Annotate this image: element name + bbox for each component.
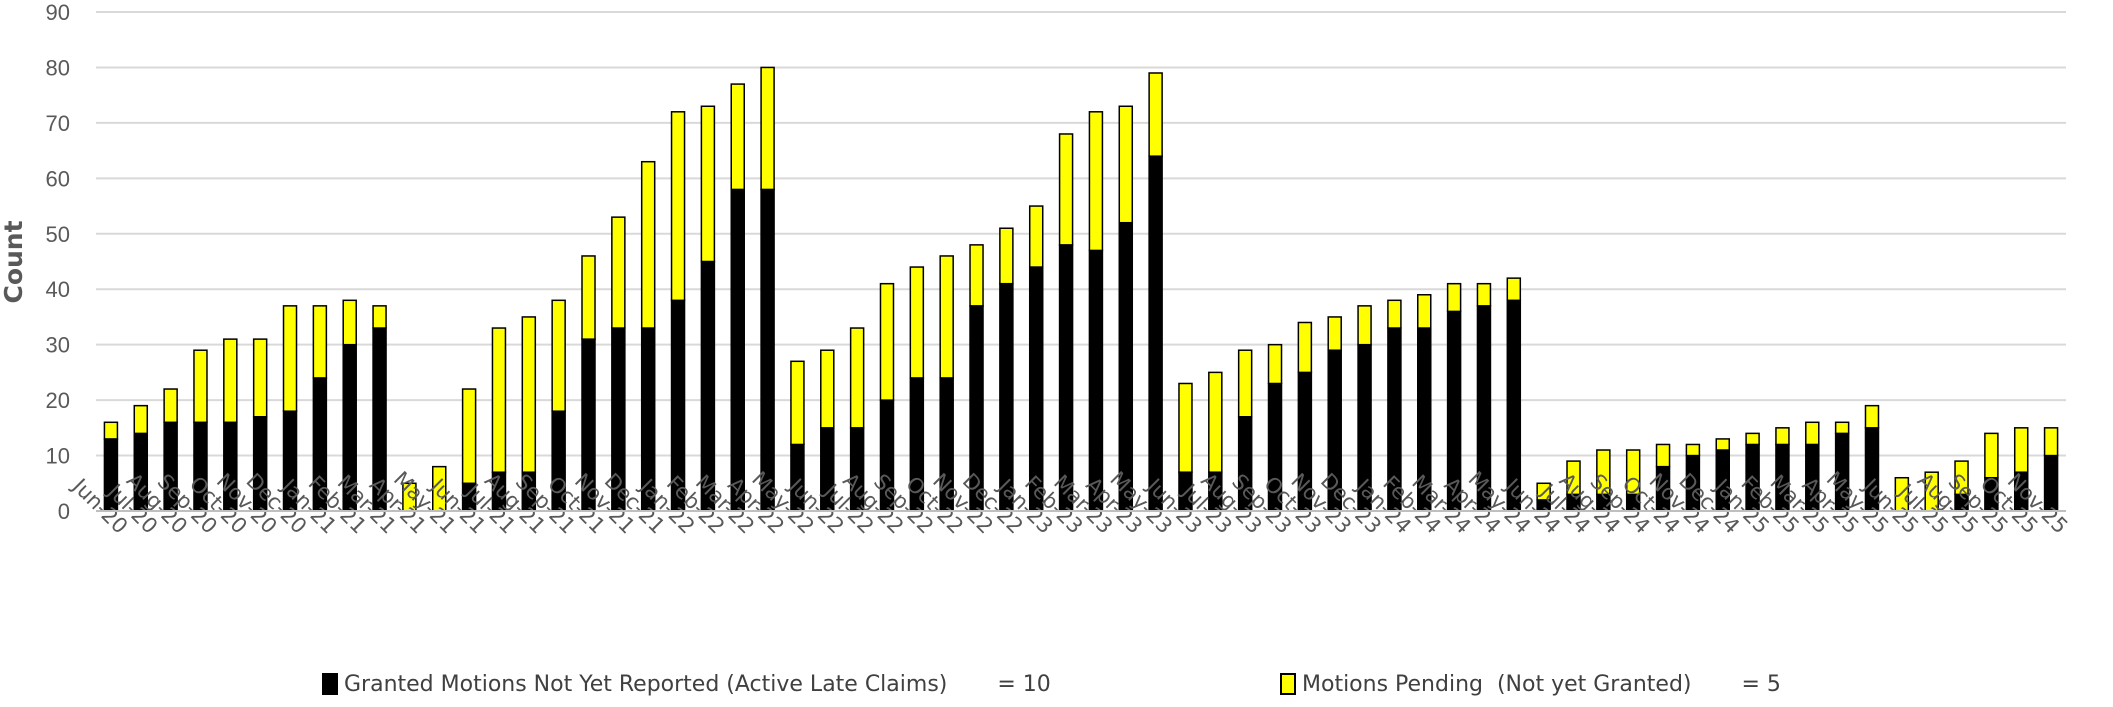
bar-pending [461, 388, 477, 485]
bar-pending [640, 160, 656, 329]
bar-pending [1536, 482, 1551, 501]
bar-pending [1476, 282, 1492, 307]
bar-pending [521, 316, 537, 473]
y-axis-label: Count [0, 220, 28, 303]
y-tick-label: 10 [46, 444, 70, 469]
bar-pending [1655, 443, 1671, 468]
legend-label-pending: Motions Pending (Not yet Granted) [1302, 671, 1692, 697]
bar-pending [1446, 282, 1462, 313]
bar-pending [1745, 432, 1760, 446]
y-tick-label: 40 [46, 277, 70, 302]
bar-pending [103, 421, 119, 440]
bar-pending [1028, 205, 1044, 268]
bar-pending [1088, 111, 1104, 252]
y-tick-label: 80 [46, 55, 70, 80]
legend-value-granted: = 10 [997, 671, 1051, 697]
bar-pending [282, 305, 298, 412]
legend-swatch-granted [322, 673, 338, 695]
bar-pending [252, 338, 268, 418]
y-tick-label: 90 [46, 0, 70, 25]
bar-pending [1834, 421, 1850, 435]
bar-pending [1596, 449, 1611, 496]
bar-pending [342, 299, 357, 346]
bar-pending [581, 255, 596, 340]
bar-pending [1118, 105, 1134, 224]
bar-pending [999, 227, 1014, 285]
y-tick-label: 30 [46, 333, 70, 358]
bar-pending [790, 360, 805, 446]
bar-pending [670, 111, 686, 302]
legend-item-pending: Motions Pending (Not yet Granted) = 5 [1280, 668, 1781, 700]
bar-pending [1178, 382, 1193, 473]
bar-pending [1566, 460, 1581, 496]
bar-pending [1715, 438, 1730, 451]
bar-pending [223, 338, 238, 424]
y-tick-label: 60 [46, 166, 70, 191]
bar-pending [1417, 294, 1432, 329]
bar-pending [1208, 371, 1223, 473]
bar-pending [1625, 449, 1641, 496]
y-tick-label: 0 [58, 499, 70, 524]
bar-pending [1267, 343, 1283, 385]
y-tick-label: 20 [46, 388, 70, 413]
bar-pending [2013, 427, 2029, 473]
bar-granted [1148, 155, 1163, 512]
bar-pending [1954, 460, 1969, 496]
bar-pending [1387, 299, 1402, 329]
bar-pending [1685, 443, 1701, 457]
bar-pending [551, 299, 566, 412]
bar-pending [372, 305, 387, 329]
bar-granted [760, 188, 775, 512]
bar-pending [730, 83, 745, 191]
bar-pending [491, 327, 507, 473]
bar-pending [611, 216, 626, 329]
bar-pending [1148, 72, 1163, 157]
bar-pending [1506, 277, 1522, 302]
bar-pending [909, 266, 925, 379]
y-tick-label: 70 [46, 111, 70, 136]
y-tick-label: 50 [46, 222, 70, 247]
bar-granted [730, 188, 745, 512]
bar-pending [939, 255, 954, 379]
bar-pending [163, 388, 178, 424]
bar-granted [1088, 249, 1104, 512]
bar-pending [760, 66, 775, 191]
legend-swatch-pending [1280, 673, 1296, 695]
bar-pending [1775, 427, 1790, 446]
bar-pending [1297, 321, 1313, 374]
bar-pending [1864, 404, 1880, 429]
bar-pending [2043, 427, 2059, 457]
y-axis-tick-labels: 0 10 20 30 40 50 60 70 80 90 [46, 0, 70, 524]
legend-value-pending: = 5 [1741, 671, 1781, 697]
bar-pending [1984, 432, 1999, 479]
bar-pending [312, 305, 328, 379]
bar-pending [700, 105, 716, 263]
x-axis-tick-labels: Jun-20Jul-20Aug-20Sep-20Oct-20Nov-20Dec-… [67, 467, 2073, 539]
legend-item-granted: Granted Motions Not Yet Reported (Active… [322, 668, 1051, 700]
bar-pending [820, 349, 835, 429]
bar-pending [193, 349, 208, 424]
bar-pending [133, 404, 149, 435]
bar-pending [1058, 133, 1074, 246]
legend-label-granted: Granted Motions Not Yet Reported (Active… [344, 671, 948, 697]
gridlines [96, 11, 2066, 457]
bar-pending [1327, 316, 1342, 351]
bar-pending [969, 244, 984, 307]
bar-pending [1805, 421, 1820, 446]
bar-pending [1357, 305, 1372, 346]
bar-pending [849, 327, 865, 429]
bar-pending [879, 282, 895, 401]
bar-pending [1237, 349, 1253, 418]
